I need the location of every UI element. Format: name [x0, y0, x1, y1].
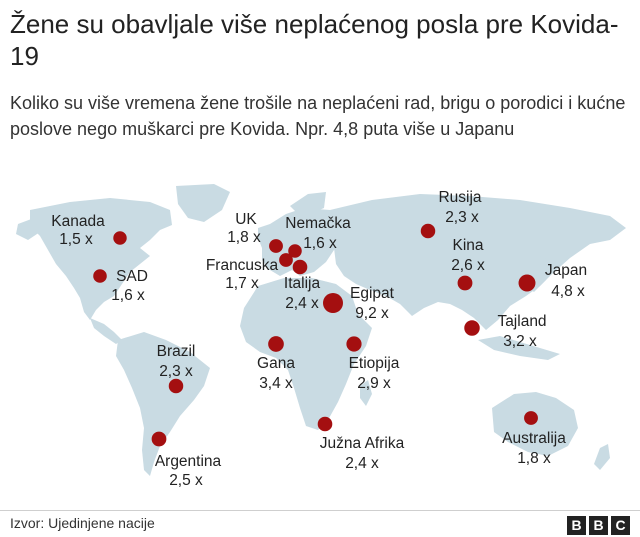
bubble-gana: [268, 336, 284, 352]
country-label: SAD: [116, 268, 148, 285]
value-label: 1,7 x: [225, 275, 259, 292]
asia-shape: [330, 194, 626, 330]
country-label: Egipat: [350, 285, 395, 302]
bubble-egipat: [323, 293, 343, 313]
scandinavia-shape: [290, 192, 326, 214]
logo-letter: B: [589, 516, 608, 535]
country-label: Kina: [452, 237, 483, 254]
country-label: Rusija: [438, 189, 481, 206]
country-label: Južna Afrika: [320, 435, 405, 452]
logo-letter: C: [611, 516, 630, 535]
bubble-italija: [292, 259, 308, 275]
source-note: Izvor: Ujedinjene nacije: [10, 515, 155, 531]
value-label: 1,6 x: [303, 235, 337, 252]
bubble-australija: [524, 411, 538, 425]
value-label: 2,3 x: [159, 363, 193, 380]
value-label: 2,6 x: [451, 257, 485, 274]
greenland-shape: [176, 184, 230, 222]
new-zealand-shape: [594, 444, 610, 470]
logo-letter: B: [567, 516, 586, 535]
chart-subtitle: Koliko su više vremena žene trošile na n…: [10, 93, 626, 139]
value-label: 1,8 x: [227, 229, 261, 246]
country-label: Tajland: [497, 313, 546, 330]
value-label: 2,5 x: [169, 472, 203, 489]
bubble-uk: [269, 239, 283, 253]
country-label: Etiopija: [349, 355, 400, 372]
bubble-argentina: [151, 431, 167, 447]
value-label: 1,8 x: [517, 450, 551, 467]
country-label: Japan: [545, 262, 587, 279]
land-masses: [16, 184, 626, 476]
bubble-tajland: [464, 320, 480, 336]
country-label: Italija: [284, 275, 321, 292]
africa-shape: [240, 278, 372, 430]
country-label: Brazil: [157, 343, 196, 360]
country-label: Nemačka: [285, 215, 351, 232]
country-label: Australija: [502, 430, 566, 447]
bubble-francuska: [279, 253, 293, 267]
alaska-shape: [16, 218, 40, 240]
country-label: UK: [235, 211, 257, 228]
bubble-rusija: [420, 223, 436, 239]
country-label: Argentina: [155, 453, 222, 470]
bubble-juzna-afrika: [317, 416, 333, 432]
value-label: 2,9 x: [357, 375, 391, 392]
value-label: 3,4 x: [259, 375, 293, 392]
value-label: 3,2 x: [503, 333, 537, 350]
country-label: Kanada: [51, 213, 105, 230]
value-label: 4,8 x: [551, 283, 585, 300]
madagascar-shape: [360, 380, 372, 406]
country-label: Gana: [257, 355, 295, 372]
bubble-etiopija: [346, 336, 362, 352]
value-label: 1,5 x: [59, 231, 93, 248]
bubble-japan: [518, 274, 536, 292]
bubble-sad: [93, 269, 107, 283]
value-label: 2,4 x: [285, 295, 319, 312]
bubble-nemacka: [288, 244, 302, 258]
country-label: Francuska: [206, 257, 279, 274]
value-label: 1,6 x: [111, 287, 145, 304]
value-label: 2,3 x: [445, 209, 479, 226]
north-america-shape: [30, 198, 172, 320]
australia-shape: [492, 392, 578, 456]
value-label: 9,2 x: [355, 305, 389, 322]
bubble-kanada: [113, 231, 127, 245]
southeast-asia-islands-shape: [478, 336, 560, 360]
footer-divider: [0, 510, 640, 511]
south-america-shape: [116, 332, 210, 476]
bubble-brazil: [168, 378, 184, 394]
bbc-logo: B B C: [567, 516, 630, 535]
bubble-kina: [457, 275, 473, 291]
uk-island-shape: [258, 224, 274, 244]
central-america-shape: [90, 318, 122, 344]
chart-title: Žene su obavljale više neplaćenog posla …: [10, 9, 619, 71]
value-label: 2,4 x: [345, 455, 379, 472]
